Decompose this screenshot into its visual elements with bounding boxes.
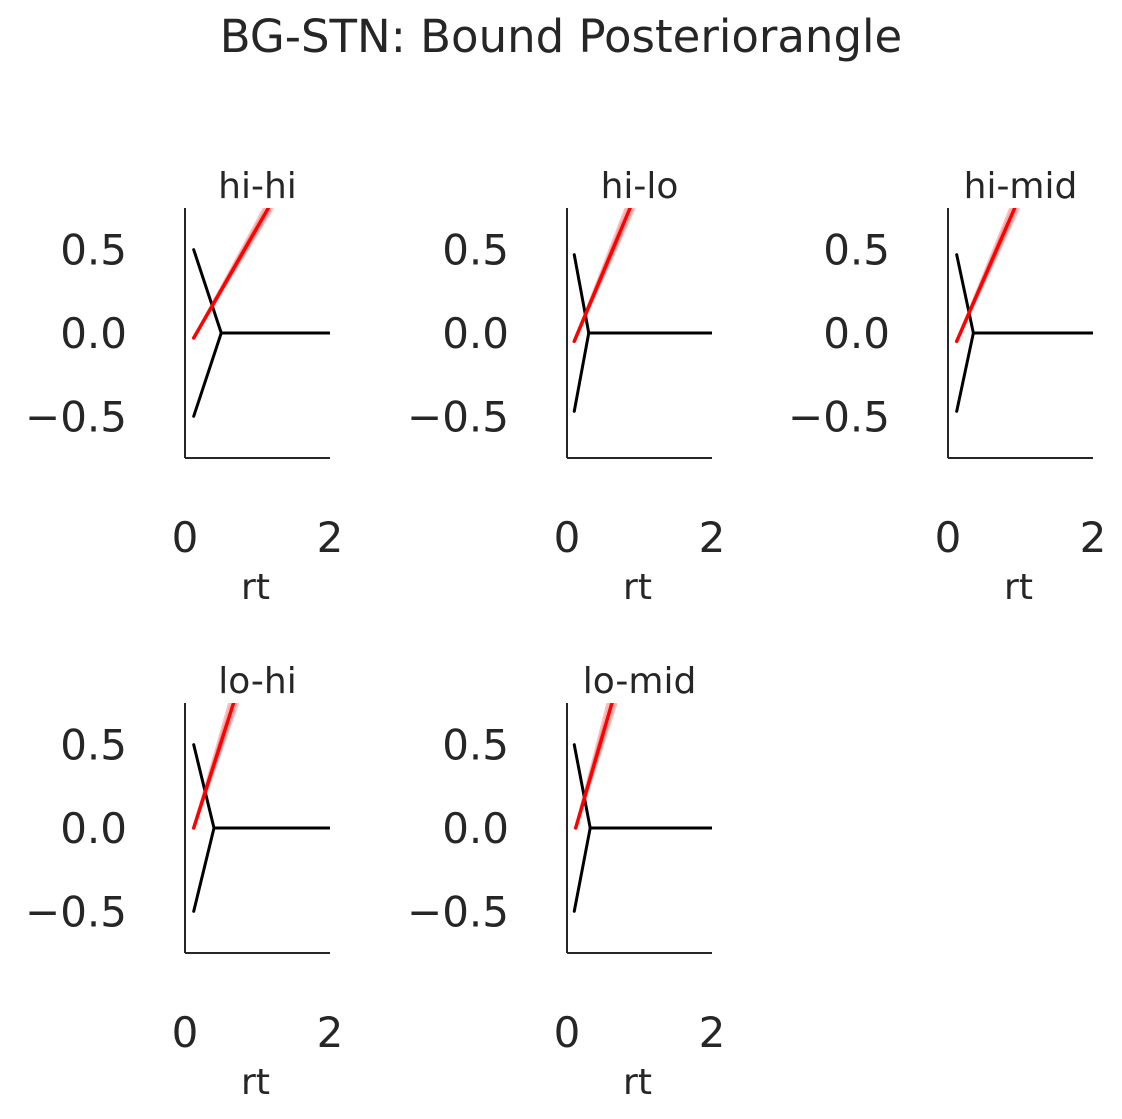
- y-tick-label: −0.5: [25, 392, 127, 441]
- subplot-lo-mid: lo-mid 0.5 0.0 −0.5 0 2 rt: [407, 661, 725, 1103]
- bound-line: [192, 331, 223, 418]
- bound-line: [192, 826, 216, 913]
- bound-line: [192, 248, 223, 335]
- subplot-title: hi-hi: [218, 166, 297, 207]
- x-tick-label: 2: [317, 513, 344, 562]
- y-tick-label: 0.5: [442, 721, 509, 770]
- subplot-title: hi-mid: [964, 166, 1078, 207]
- x-tick-label: 2: [1080, 513, 1107, 562]
- bound-line: [572, 253, 591, 335]
- posterior-line: [191, 208, 271, 340]
- figure-title: BG-STN: Bound Posteriorangle: [220, 10, 902, 63]
- x-axis-label: rt: [623, 1062, 652, 1103]
- x-tick-label: 0: [554, 1008, 581, 1057]
- y-tick-label: 0.0: [442, 309, 509, 358]
- y-tick-label: 0.5: [823, 226, 890, 275]
- y-tick-label: −0.5: [407, 392, 509, 441]
- posterior-line: [191, 703, 236, 830]
- x-tick-label: 2: [699, 513, 726, 562]
- subplot-title: lo-mid: [583, 661, 697, 702]
- y-tick-label: 0.0: [60, 804, 127, 853]
- y-tick-label: 0.5: [60, 226, 127, 275]
- bound-line: [192, 743, 216, 830]
- subplot-hi-mid: hi-mid 0.5 0.0 −0.5 0 2 rt: [788, 166, 1106, 608]
- y-tick-label: 0.0: [823, 309, 890, 358]
- y-tick-label: 0.0: [442, 804, 509, 853]
- posterior-line: [573, 703, 614, 830]
- x-axis-label: rt: [1004, 567, 1033, 608]
- x-tick-label: 0: [935, 513, 962, 562]
- bound-line: [955, 331, 975, 413]
- y-tick-label: 0.5: [442, 226, 509, 275]
- x-tick-label: 0: [172, 1008, 199, 1057]
- subplot-lo-hi: lo-hi 0.5 0.0 −0.5 0 2 rt: [25, 661, 343, 1103]
- posterior-line: [572, 208, 632, 344]
- bound-line: [572, 331, 591, 413]
- y-tick-label: 0.0: [60, 309, 127, 358]
- x-tick-label: 2: [699, 1008, 726, 1057]
- y-tick-label: −0.5: [407, 887, 509, 936]
- bound-line: [955, 253, 975, 335]
- bound-line: [572, 826, 592, 913]
- subplot-title: hi-lo: [601, 166, 679, 207]
- y-tick-label: −0.5: [25, 887, 127, 936]
- x-axis-label: rt: [623, 567, 652, 608]
- subplot-hi-hi: hi-hi 0.5 0.0 −0.5 0 2 rt: [25, 166, 343, 608]
- subplot-hi-lo: hi-lo 0.5 0.0 −0.5 0 2 rt: [407, 166, 725, 608]
- x-tick-label: 2: [317, 1008, 344, 1057]
- posterior-line: [954, 208, 1017, 344]
- x-axis-label: rt: [241, 567, 270, 608]
- x-tick-label: 0: [554, 513, 581, 562]
- subplot-title: lo-hi: [218, 661, 297, 702]
- bound-line: [572, 743, 592, 830]
- x-axis-label: rt: [241, 1062, 270, 1103]
- x-tick-label: 0: [172, 513, 199, 562]
- y-tick-label: 0.5: [60, 721, 127, 770]
- y-tick-label: −0.5: [788, 392, 890, 441]
